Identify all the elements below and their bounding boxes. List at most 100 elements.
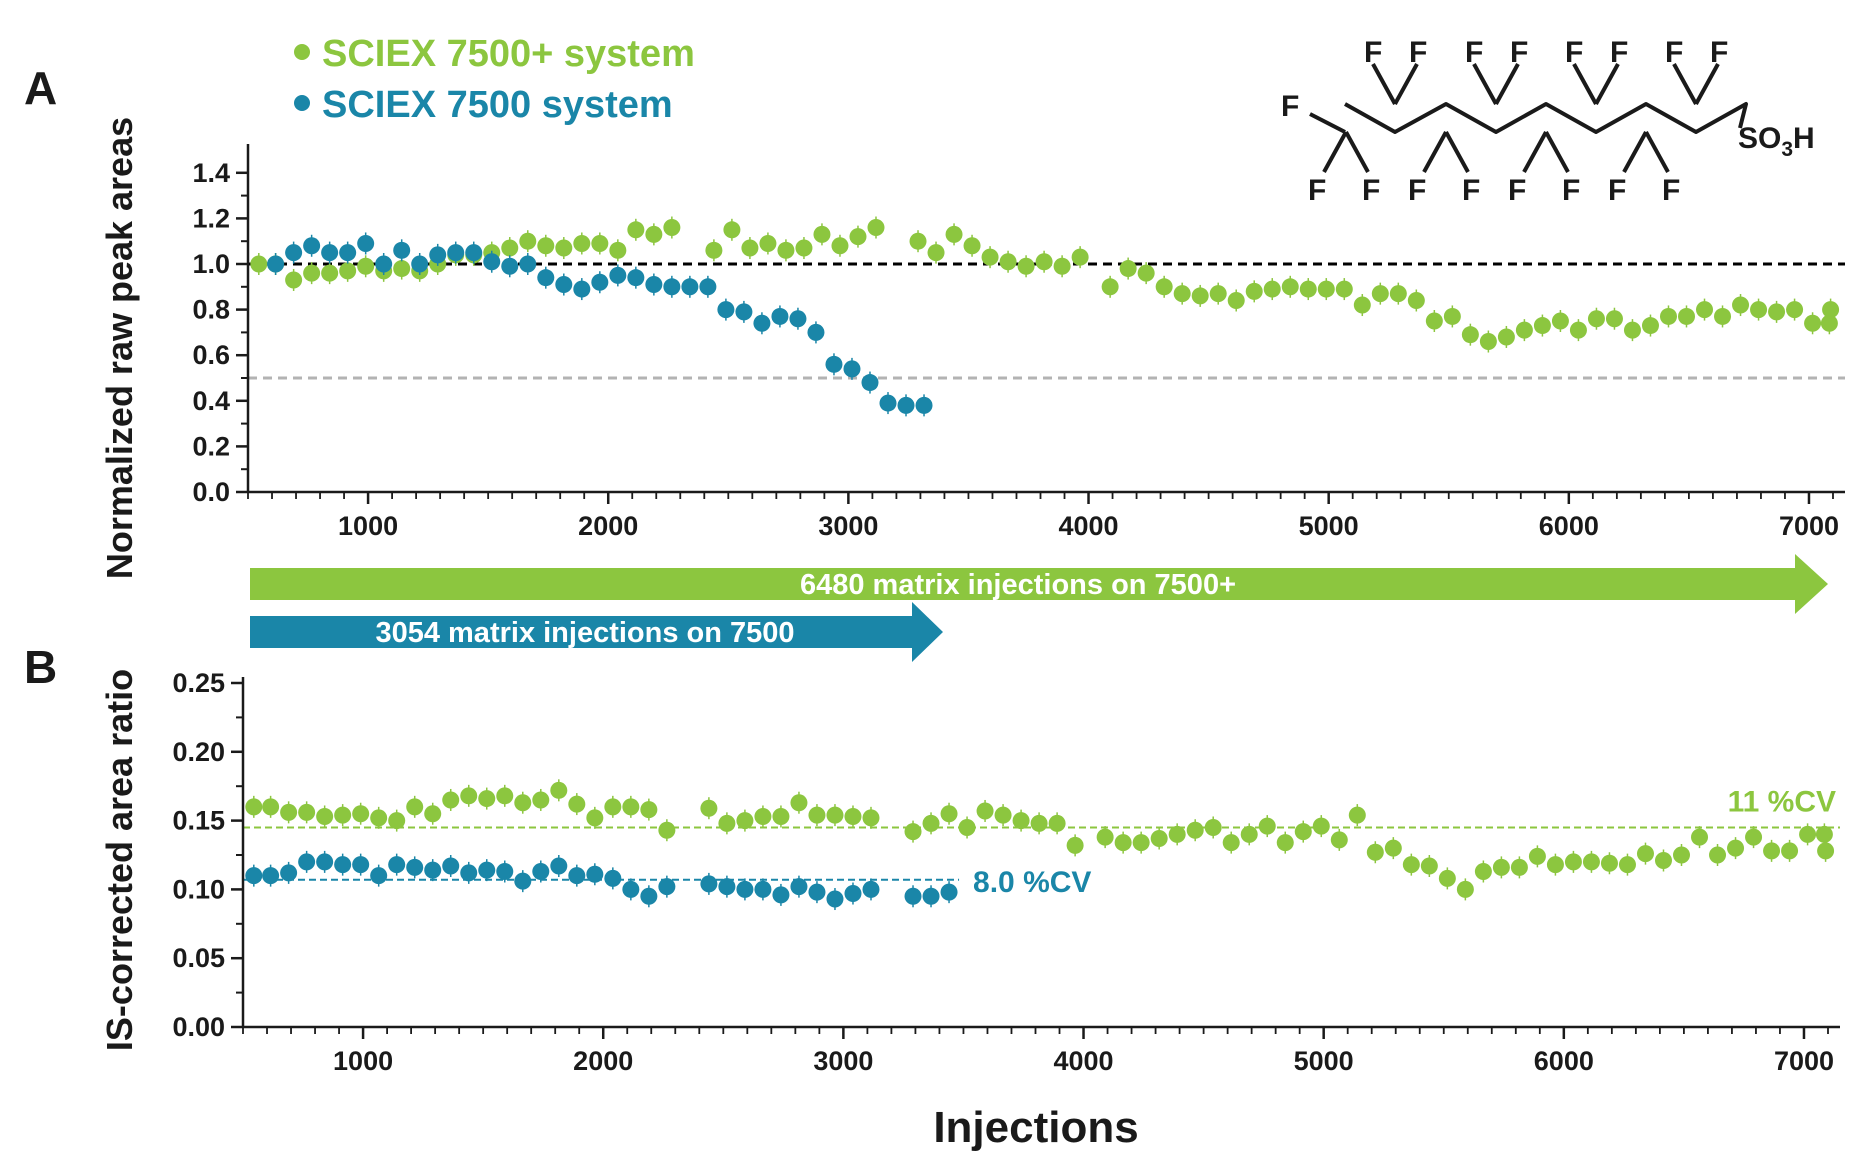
data-point bbox=[568, 867, 586, 885]
arrow-7500-label: 3054 matrix injections on 7500 bbox=[375, 617, 794, 649]
data-point bbox=[555, 276, 573, 294]
data-point bbox=[496, 787, 514, 805]
panel-b-y-axis-label: IS-corrected area ratio bbox=[99, 669, 140, 1051]
data-point bbox=[741, 239, 759, 257]
data-point bbox=[813, 225, 831, 243]
data-point bbox=[250, 255, 268, 273]
data-point bbox=[1618, 856, 1636, 874]
data-point bbox=[640, 887, 658, 905]
data-point bbox=[1114, 834, 1132, 852]
legend-marker-blue bbox=[294, 95, 310, 111]
data-point bbox=[717, 301, 735, 319]
data-point bbox=[843, 360, 861, 378]
data-point bbox=[772, 807, 790, 825]
data-point bbox=[723, 221, 741, 239]
data-point bbox=[532, 863, 550, 881]
x-tick-label: 4000 bbox=[1058, 511, 1118, 541]
data-point bbox=[1371, 285, 1389, 303]
arrow-7500-shape bbox=[250, 602, 943, 662]
data-point bbox=[976, 802, 994, 820]
data-point bbox=[586, 865, 604, 883]
data-point bbox=[1641, 317, 1659, 335]
data-point bbox=[280, 803, 298, 821]
data-point bbox=[1732, 296, 1750, 314]
data-point bbox=[1402, 856, 1420, 874]
data-point bbox=[573, 234, 591, 252]
data-point bbox=[1750, 301, 1768, 319]
data-point bbox=[981, 248, 999, 266]
data-point bbox=[519, 255, 537, 273]
data-point bbox=[1461, 326, 1479, 344]
data-point bbox=[735, 303, 753, 321]
data-point bbox=[1227, 291, 1245, 309]
data-point bbox=[622, 880, 640, 898]
data-point bbox=[1546, 856, 1564, 874]
data-point bbox=[1438, 869, 1456, 887]
data-point bbox=[537, 237, 555, 255]
chemical-structure bbox=[1344, 102, 1748, 134]
panel-b-letter: B bbox=[24, 641, 57, 693]
data-point bbox=[826, 890, 844, 908]
data-point bbox=[1204, 818, 1222, 836]
y-tick-label: 0.6 bbox=[192, 340, 230, 370]
cf-bond bbox=[1422, 131, 1448, 173]
x-axis-label: Injections bbox=[933, 1103, 1138, 1152]
data-point bbox=[245, 867, 263, 885]
data-point bbox=[357, 257, 375, 275]
data-point bbox=[1673, 846, 1691, 864]
data-point bbox=[285, 271, 303, 289]
data-point bbox=[370, 809, 388, 827]
cf-bond bbox=[1472, 63, 1498, 105]
data-point bbox=[298, 803, 316, 821]
data-point bbox=[1786, 301, 1804, 319]
data-point bbox=[1709, 846, 1727, 864]
arrow-7500plus-label: 6480 matrix injections on 7500+ bbox=[800, 569, 1236, 601]
cf-bond bbox=[1522, 131, 1548, 173]
data-point bbox=[357, 234, 375, 252]
data-point bbox=[1443, 307, 1461, 325]
data-point bbox=[1017, 257, 1035, 275]
data-point bbox=[316, 807, 334, 825]
data-point bbox=[586, 809, 604, 827]
data-point bbox=[1474, 863, 1492, 881]
data-point bbox=[609, 241, 627, 259]
x-tick-label: 2000 bbox=[573, 1046, 633, 1076]
data-point bbox=[1281, 278, 1299, 296]
data-point bbox=[1407, 291, 1425, 309]
data-point bbox=[1696, 301, 1714, 319]
data-point bbox=[1799, 825, 1817, 843]
data-point bbox=[321, 264, 339, 282]
data-point bbox=[1096, 828, 1114, 846]
data-point bbox=[298, 853, 316, 871]
data-point bbox=[1312, 817, 1330, 835]
fluorine-atom: F bbox=[1662, 174, 1680, 207]
data-point bbox=[663, 278, 681, 296]
data-point bbox=[1817, 842, 1835, 860]
series-7500 bbox=[245, 850, 958, 911]
legend-label-green: SCIEX 7500+ system bbox=[322, 33, 695, 75]
data-point bbox=[927, 244, 945, 262]
data-point bbox=[1132, 834, 1150, 852]
data-point bbox=[1515, 321, 1533, 339]
data-point bbox=[825, 355, 843, 373]
data-point bbox=[1330, 831, 1348, 849]
cf-bond bbox=[1694, 63, 1720, 105]
data-point bbox=[1420, 857, 1438, 875]
data-point bbox=[1425, 312, 1443, 330]
data-point bbox=[1528, 847, 1546, 865]
cf-bond bbox=[1644, 131, 1670, 173]
data-point bbox=[862, 809, 880, 827]
data-point bbox=[519, 232, 537, 250]
data-point bbox=[699, 278, 717, 296]
data-point bbox=[1804, 314, 1822, 332]
data-point bbox=[1714, 307, 1732, 325]
data-point bbox=[352, 856, 370, 874]
data-point bbox=[1781, 842, 1799, 860]
fluorine-atom: F bbox=[1308, 174, 1326, 207]
x-tick-label: 7000 bbox=[1779, 511, 1839, 541]
sulfonic-acid-label: SO3H bbox=[1738, 122, 1815, 161]
data-point bbox=[604, 869, 622, 887]
data-point bbox=[861, 374, 879, 392]
data-point bbox=[1240, 825, 1258, 843]
